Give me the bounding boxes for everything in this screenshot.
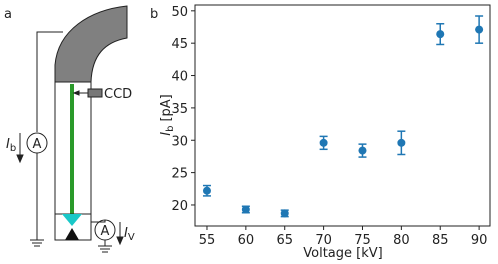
x-tick-label: 85 <box>432 233 449 248</box>
y-tick-label: 25 <box>171 167 188 182</box>
y-tick-label: 50 <box>171 5 188 20</box>
panel-label: b <box>150 7 158 22</box>
y-tick-label: 20 <box>171 199 188 214</box>
current-symbol: I <box>6 137 10 152</box>
current-symbol: I <box>124 226 128 241</box>
ammeter-label: A <box>33 137 42 152</box>
current-subscript: V <box>128 232 135 243</box>
point <box>475 25 484 34</box>
current-subscript: b <box>10 143 16 154</box>
current-label: IV <box>124 226 135 243</box>
x-tick-label: 80 <box>393 233 410 248</box>
magnet <box>54 5 128 83</box>
x-tick-label: 65 <box>276 233 293 248</box>
x-axis-label: Voltage [kV] <box>303 246 382 261</box>
point <box>397 138 406 147</box>
y-tick-label: 45 <box>171 37 188 52</box>
point <box>202 186 211 195</box>
y-tick-label: 40 <box>171 70 188 85</box>
wire <box>91 220 106 223</box>
current-label: Ib <box>6 137 16 154</box>
y-tick-label: 30 <box>171 134 188 149</box>
ccd-box <box>87 88 103 98</box>
y-tick-label: 35 <box>171 102 188 117</box>
detector <box>65 228 79 240</box>
y-label-symbol: I <box>159 132 174 136</box>
y-label-subscript: b <box>165 126 176 132</box>
point <box>280 209 289 218</box>
x-tick-label: 60 <box>238 233 255 248</box>
ammeter-label: A <box>101 224 110 239</box>
ccd-label: CCD <box>104 87 132 102</box>
schematic: a CCD A Ib A IV <box>4 5 135 253</box>
y-label-unit: [pA] <box>159 94 174 121</box>
point <box>436 30 445 39</box>
point <box>319 138 328 147</box>
plot-frame <box>194 4 491 227</box>
x-tick-label: 70 <box>315 233 332 248</box>
cone <box>62 214 82 226</box>
x-tick-label: 75 <box>354 233 371 248</box>
wire <box>36 31 63 132</box>
x-tick-label: 55 <box>199 233 216 248</box>
x-tick-label: 90 <box>471 233 488 248</box>
point <box>241 205 250 214</box>
panel-label: a <box>4 7 12 22</box>
point <box>358 146 367 155</box>
arrowhead <box>72 90 80 96</box>
y-axis-label: Ib [pA] <box>159 94 176 136</box>
